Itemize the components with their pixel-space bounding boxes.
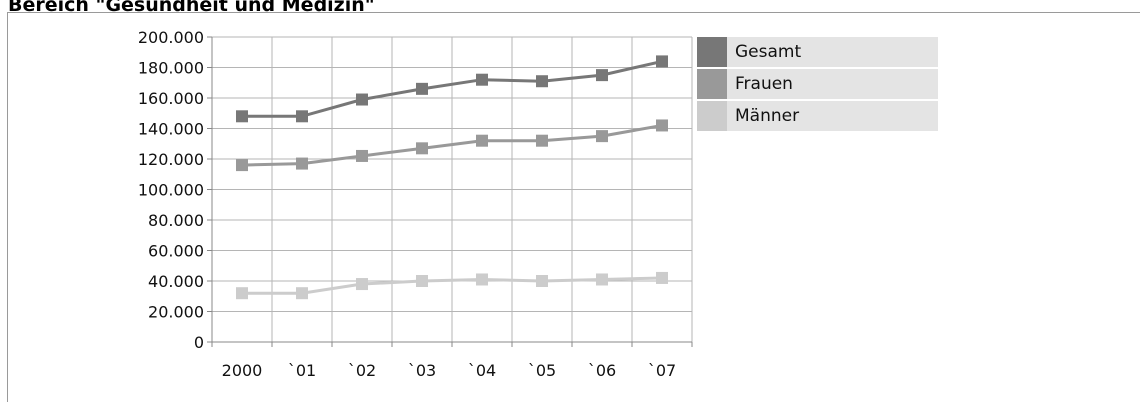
legend: Gesamt Frauen Männer (697, 37, 938, 133)
data-point (596, 130, 608, 143)
series-points (236, 55, 668, 300)
legend-label-frauen: Frauen (735, 74, 793, 94)
data-point (236, 110, 248, 123)
data-point (416, 275, 428, 287)
legend-label-gesamt: Gesamt (735, 42, 802, 62)
x-tick-label: 2000 (222, 361, 263, 380)
data-point (356, 278, 368, 291)
data-point (296, 110, 308, 123)
y-tick-label: 160.000 (138, 89, 204, 108)
data-point (296, 157, 308, 170)
data-point (236, 287, 248, 300)
legend-swatch-maenner (697, 101, 727, 131)
data-point (476, 273, 488, 286)
legend-item-maenner: Männer (697, 101, 938, 131)
y-tick-label: 0 (194, 333, 204, 352)
y-tick-label: 20.000 (148, 303, 204, 322)
y-tick-labels: 0 20.000 40.000 60.000 80.000 100.000 120.000 1… (138, 28, 204, 352)
chart-axes (207, 36, 693, 347)
y-tick-label: 100.000 (138, 181, 204, 200)
x-tick-label: `04 (468, 361, 496, 380)
data-point (236, 159, 248, 172)
series-lines (241, 59, 663, 295)
series-line-1 (241, 123, 663, 167)
legend-label-maenner: Männer (735, 106, 800, 126)
series-line-2 (242, 276, 663, 295)
y-tick-label: 120.000 (138, 150, 204, 169)
x-tick-label: `07 (648, 361, 676, 380)
data-point (476, 134, 488, 147)
data-point (356, 93, 368, 106)
data-point (356, 149, 368, 162)
data-point (416, 82, 428, 95)
y-tick-label: 180.000 (138, 59, 204, 78)
chart-frame (7, 12, 1140, 402)
y-tick-label: 40.000 (148, 272, 204, 291)
data-point (296, 287, 308, 300)
legend-item-gesamt: Gesamt (697, 37, 938, 67)
y-tick-label: 140.000 (138, 120, 204, 139)
data-point (656, 271, 668, 284)
legend-item-frauen: Frauen (697, 69, 938, 99)
data-point (596, 69, 608, 82)
data-point (536, 75, 548, 88)
y-tick-label: 200.000 (138, 28, 204, 47)
x-tick-label: `02 (348, 361, 376, 380)
data-point (656, 119, 668, 132)
series-line-0 (242, 59, 663, 118)
chart-grid (211, 36, 693, 343)
x-tick-label: `03 (408, 361, 436, 380)
data-point (476, 73, 488, 86)
y-tick-label: 80.000 (148, 211, 204, 230)
data-point (656, 55, 668, 68)
x-tick-label: `06 (588, 361, 616, 380)
data-point (536, 134, 548, 147)
y-tick-label: 60.000 (148, 242, 204, 261)
data-point (416, 142, 428, 155)
x-tick-label: `01 (288, 361, 316, 380)
x-tick-label: `05 (528, 361, 556, 380)
data-point (596, 273, 608, 286)
legend-swatch-gesamt (697, 37, 727, 67)
legend-swatch-frauen (697, 69, 727, 99)
x-tick-labels: 2000 `01 `02 `03 `04 `05 `06 `07 (222, 361, 677, 380)
data-point (536, 275, 548, 287)
